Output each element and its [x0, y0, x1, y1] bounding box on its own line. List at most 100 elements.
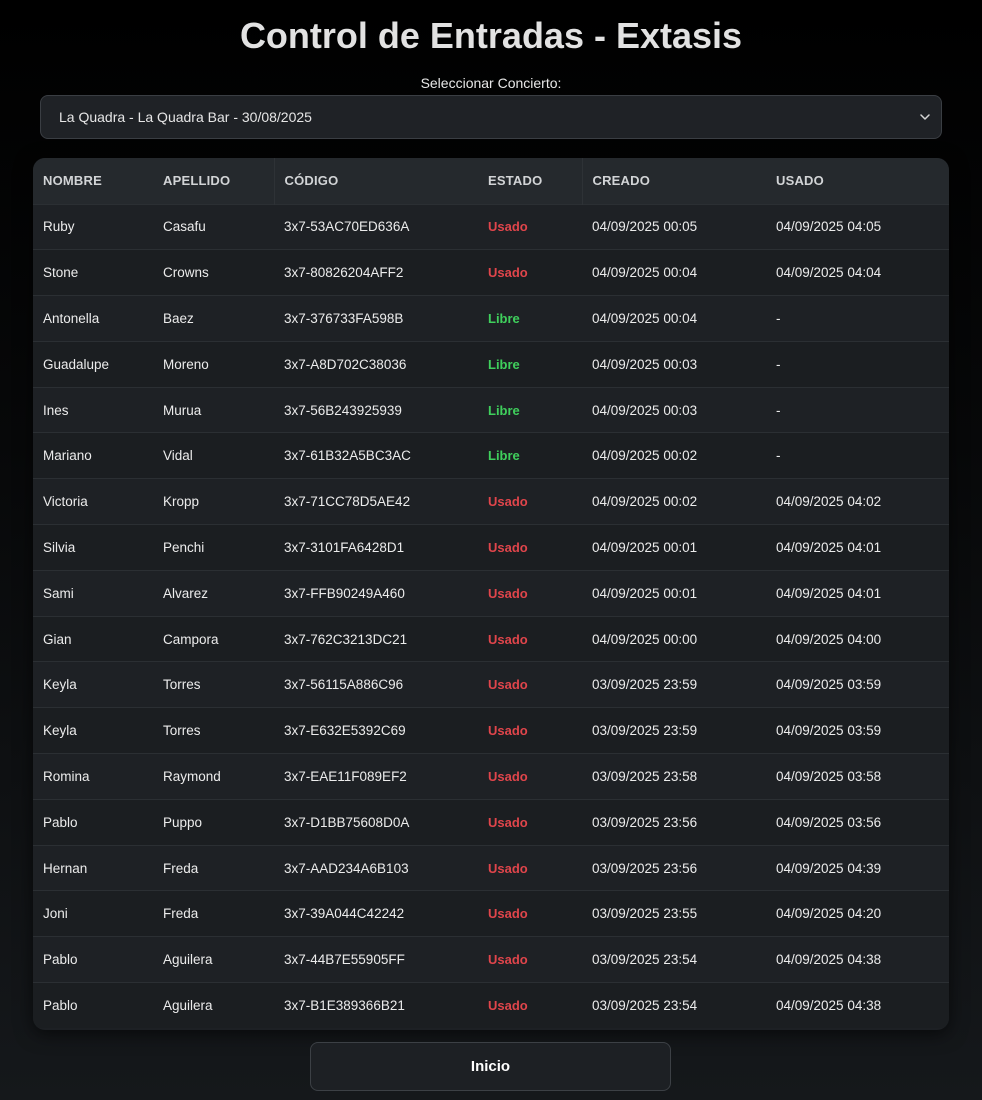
cell-estado: Libre [478, 341, 582, 387]
cell-nombre: Antonella [43, 310, 100, 326]
cell-apellido: Crowns [163, 265, 209, 281]
cell-usado: 04/09/2025 04:01 [776, 585, 882, 601]
cell-estado: Usado [478, 204, 582, 250]
cell-nombre: Pablo [43, 998, 78, 1014]
status-badge: Usado [488, 585, 528, 601]
cell-nombre: Keyla [43, 677, 77, 693]
concert-select-label: Seleccionar Concierto: [420, 75, 562, 91]
cell-apellido: Raymond [163, 768, 221, 784]
cell-usado: 04/09/2025 03:59 [776, 723, 882, 739]
tickets-table: NOMBRE APELLIDO CÓDIGO ESTADO CREADO USA… [33, 158, 949, 1029]
cell-estado: Usado [478, 754, 582, 800]
status-badge: Libre [488, 356, 520, 372]
cell-estado: Libre [478, 387, 582, 433]
table-body: Ruby Casafu 3x7-53AC70ED636A Usado 04/09/202… [33, 204, 949, 1029]
cell-estado: Libre [478, 296, 582, 342]
concert-select-value: La Quadra - La Quadra Bar - 30/08/2025 [59, 109, 312, 125]
table-row: Guadalupe Moreno 3x7-A8D702C38036 Libre 04/0… [33, 341, 949, 388]
cell-apellido: Kropp [163, 494, 200, 510]
cell-codigo: 3x7-56B243925939 [284, 402, 402, 418]
table-row: Antonella Baez 3x7-376733FA598B Libre 04/09/… [33, 295, 949, 342]
cell-apellido: Aguilera [163, 998, 213, 1014]
cell-estado: Usado [478, 799, 582, 845]
concert-select[interactable]: La Quadra - La Quadra Bar - 30/08/2025 [40, 95, 942, 139]
cell-codigo: 3x7-3101FA6428D1 [284, 539, 405, 555]
table-row: Pablo Puppo 3x7-D1BB75608D0A Usado 03/09/202… [33, 799, 949, 846]
table-row: Ruby Casafu 3x7-53AC70ED636A Usado 04/09/202… [33, 204, 949, 250]
cell-estado: Usado [478, 250, 582, 296]
cell-creado: 04/09/2025 00:03 [592, 356, 698, 372]
cell-apellido: Baez [163, 310, 194, 326]
cell-nombre: Hernan [43, 860, 88, 876]
table-row: Joni Freda 3x7-39A044C42242 Usado 03/09/2025… [33, 890, 949, 937]
table-row: Mariano Vidal 3x7-61B32A5BC3AC Libre 04/09/2… [33, 432, 949, 479]
status-badge: Libre [488, 448, 520, 464]
cell-nombre: Silvia [43, 539, 76, 555]
cell-codigo: 3x7-EAE11F089EF2 [284, 768, 407, 784]
cell-usado: - [776, 356, 781, 372]
table-row: Pablo Aguilera 3x7-44B7E55905FF Usado 03/09/… [33, 936, 949, 983]
header-creado: CREADO [581, 158, 766, 204]
cell-codigo: 3x7-71CC78D5AE42 [284, 494, 411, 510]
cell-apellido: Torres [163, 723, 201, 739]
table-row: Keyla Torres 3x7-E632E5392C69 Usado 03/09/20… [33, 707, 949, 754]
cell-estado: Usado [478, 525, 582, 571]
cell-apellido: Vidal [163, 448, 193, 464]
header-estado: ESTADO [488, 173, 543, 189]
cell-estado: Usado [478, 616, 582, 662]
header-codigo: CÓDIGO [273, 158, 478, 204]
cell-usado: - [776, 402, 781, 418]
cell-usado: 04/09/2025 03:58 [776, 768, 882, 784]
cell-usado: 04/09/2025 04:05 [776, 219, 882, 235]
cell-nombre: Pablo [43, 952, 78, 968]
cell-creado: 04/09/2025 00:04 [592, 310, 698, 326]
cell-codigo: 3x7-44B7E55905FF [284, 952, 405, 968]
cell-codigo: 3x7-80826204AFF2 [284, 265, 404, 281]
chevron-down-icon [919, 111, 931, 123]
status-badge: Usado [488, 906, 528, 922]
table-row: Victoria Kropp 3x7-71CC78D5AE42 Usado 04/09/… [33, 478, 949, 525]
cell-usado: 04/09/2025 04:01 [776, 539, 882, 555]
cell-apellido: Casafu [163, 219, 206, 235]
cell-usado: 04/09/2025 04:00 [776, 631, 882, 647]
cell-nombre: Mariano [43, 448, 92, 464]
cell-usado: 04/09/2025 04:04 [776, 265, 882, 281]
cell-creado: 03/09/2025 23:54 [592, 998, 698, 1014]
cell-codigo: 3x7-56115A886C96 [284, 677, 404, 693]
cell-nombre: Stone [43, 265, 79, 281]
cell-nombre: Sami [43, 585, 74, 601]
cell-apellido: Freda [163, 906, 199, 922]
cell-apellido: Moreno [163, 356, 209, 372]
table-row: Silvia Penchi 3x7-3101FA6428D1 Usado 04/09/2… [33, 524, 949, 571]
cell-apellido: Penchi [163, 539, 205, 555]
cell-codigo: 3x7-FFB90249A460 [284, 585, 405, 601]
cell-creado: 04/09/2025 00:03 [592, 402, 698, 418]
cell-usado: 04/09/2025 03:56 [776, 814, 882, 830]
cell-creado: 03/09/2025 23:59 [592, 723, 698, 739]
status-badge: Usado [488, 814, 528, 830]
cell-codigo: 3x7-53AC70ED636A [284, 219, 410, 235]
cell-creado: 03/09/2025 23:55 [592, 906, 698, 922]
cell-estado: Usado [478, 708, 582, 754]
status-badge: Libre [488, 402, 520, 418]
table-row: Pablo Aguilera 3x7-B1E389366B21 Usado 03/09/… [33, 982, 949, 1029]
cell-nombre: Keyla [43, 723, 77, 739]
cell-estado: Usado [478, 891, 582, 937]
cell-nombre: Guadalupe [43, 356, 110, 372]
cell-usado: 04/09/2025 04:38 [776, 952, 882, 968]
status-badge: Usado [488, 952, 528, 968]
cell-usado: - [776, 448, 781, 464]
cell-creado: 04/09/2025 00:01 [592, 539, 698, 555]
cell-creado: 04/09/2025 00:04 [592, 265, 698, 281]
cell-usado: 04/09/2025 04:39 [776, 860, 882, 876]
header-apellido: APELLIDO [163, 173, 231, 189]
cell-usado: 04/09/2025 04:02 [776, 494, 882, 510]
status-badge: Usado [488, 219, 528, 235]
cell-nombre: Gian [43, 631, 72, 647]
cell-estado: Usado [478, 662, 582, 708]
cell-nombre: Ruby [43, 219, 75, 235]
home-button[interactable]: Inicio [310, 1042, 671, 1091]
cell-creado: 04/09/2025 00:02 [592, 448, 698, 464]
table-row: Stone Crowns 3x7-80826204AFF2 Usado 04/09/20… [33, 249, 949, 296]
cell-codigo: 3x7-A8D702C38036 [284, 356, 407, 372]
